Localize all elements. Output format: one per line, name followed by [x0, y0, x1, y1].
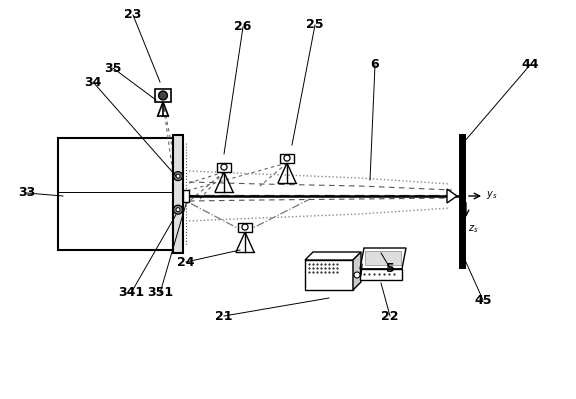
Text: 23: 23 — [124, 8, 142, 22]
Bar — [305, 260, 353, 290]
Bar — [155, 89, 171, 102]
Circle shape — [176, 174, 180, 178]
Bar — [58, 138, 173, 250]
Bar — [238, 223, 252, 232]
Text: 26: 26 — [234, 20, 252, 34]
Circle shape — [158, 91, 168, 100]
Polygon shape — [353, 252, 361, 290]
Bar — [360, 269, 402, 280]
Text: 33: 33 — [18, 186, 36, 200]
Bar — [281, 154, 294, 163]
Polygon shape — [360, 248, 406, 269]
Bar — [217, 163, 231, 172]
Circle shape — [173, 172, 183, 181]
Text: 24: 24 — [177, 255, 195, 269]
Text: 34: 34 — [84, 75, 102, 89]
Bar — [173, 135, 183, 253]
Text: 6: 6 — [371, 59, 380, 71]
Text: 21: 21 — [215, 310, 233, 322]
Text: 44: 44 — [521, 59, 539, 71]
Text: 45: 45 — [474, 294, 492, 306]
Text: 35: 35 — [104, 61, 122, 75]
Circle shape — [176, 208, 180, 212]
Text: 341: 341 — [118, 286, 144, 300]
Text: 5: 5 — [385, 261, 395, 275]
Circle shape — [173, 205, 183, 214]
Circle shape — [354, 272, 360, 278]
Text: 22: 22 — [381, 310, 399, 322]
Text: $z_s$: $z_s$ — [468, 223, 479, 235]
Text: $y_s$: $y_s$ — [486, 189, 498, 201]
Polygon shape — [305, 252, 361, 260]
Bar — [183, 190, 189, 202]
Polygon shape — [447, 189, 457, 203]
Text: 351: 351 — [147, 286, 173, 300]
Bar — [365, 251, 401, 265]
Text: 25: 25 — [306, 18, 324, 32]
